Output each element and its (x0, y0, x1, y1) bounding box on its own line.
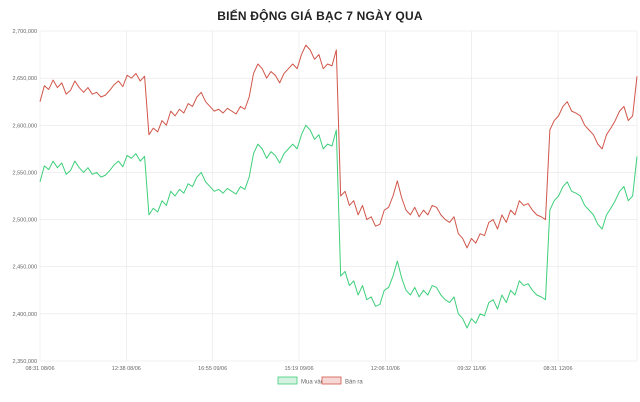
y-tick-label: 2,450,000 (13, 265, 37, 271)
legend-label-mua[interactable]: Mua vào (301, 380, 325, 386)
y-tick-label: 2,350,000 (13, 359, 37, 365)
y-tick-label: 2,500,000 (13, 218, 37, 224)
x-tick-label: 16:55 09/06 (198, 366, 227, 372)
y-tick-label: 2,550,000 (13, 170, 37, 176)
x-tick-label: 08:31 12/06 (543, 366, 572, 372)
y-axis-ticks: 2,700,000 2,650,000 2,600,000 2,550,000 2,50… (13, 29, 37, 365)
series-lines (39, 44, 638, 329)
legend[interactable]: Mua vào Bán ra (277, 376, 363, 386)
x-tick-label: 12:06 10/06 (371, 366, 400, 372)
legend-label-ban[interactable]: Bán ra (345, 380, 363, 386)
x-axis-ticks: 08:31 08/06 12:38 08/06 16:55 09/06 15:19 0… (25, 366, 572, 372)
x-tick-label: 12:38 08/06 (112, 366, 141, 372)
y-tick-label: 2,700,000 (13, 29, 37, 35)
y-tick-label: 2,650,000 (13, 76, 37, 82)
grid (39, 30, 638, 362)
chart-title: BIẾN ĐỘNG GIÁ BẠC 7 NGÀY QUA (217, 9, 423, 23)
series-line-ban (39, 44, 638, 249)
y-tick-label: 2,400,000 (13, 312, 37, 318)
x-tick-label: 15:19 09/06 (284, 366, 313, 372)
x-tick-label: 08:31 08/06 (25, 366, 54, 372)
legend-swatch-mua[interactable] (277, 376, 298, 385)
y-tick-label: 2,600,000 (13, 123, 37, 129)
series-line-mua (39, 124, 638, 329)
x-tick-label: 09:32 11/06 (457, 366, 486, 372)
legend-swatch-ban[interactable] (321, 376, 342, 385)
